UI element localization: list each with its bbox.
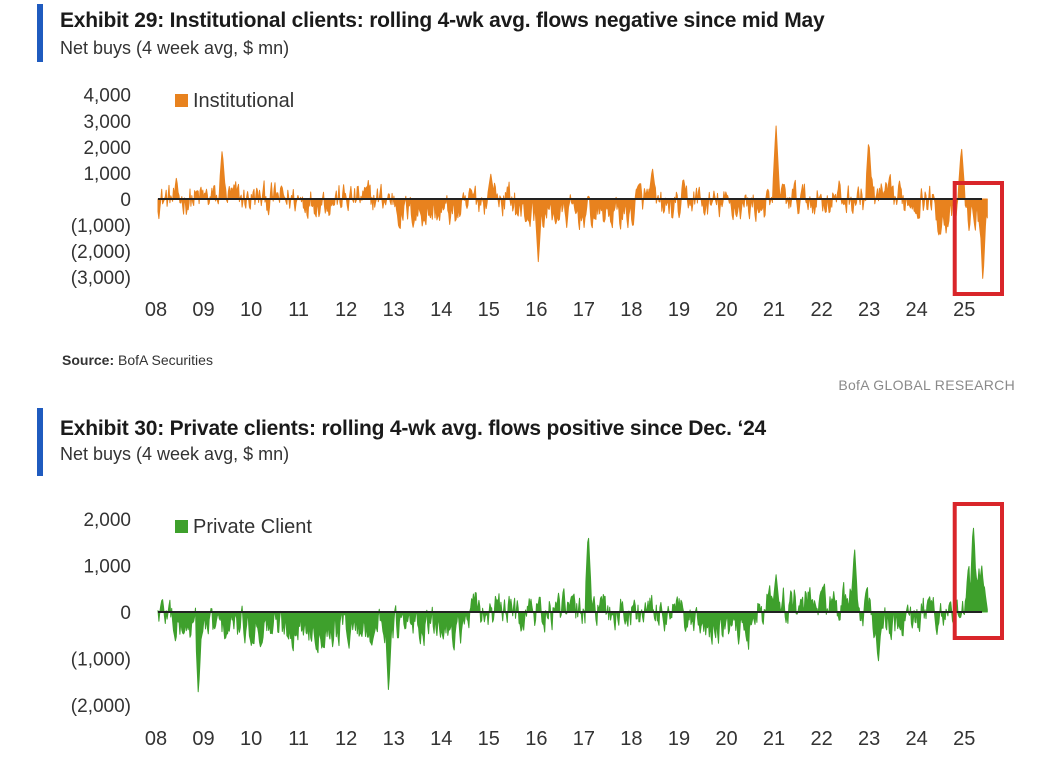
x-tick-label: 25 (953, 728, 975, 750)
x-tick-label: 10 (240, 728, 262, 750)
private-client-chart: 2,000 1,000 0 (1,000) (2,000) 08 09 10 11 12 13 14 1… (71, 502, 1004, 750)
source-text: BofA Securities (118, 352, 213, 368)
x-tick-label: 08 (145, 728, 167, 750)
y-tick-label: 0 (120, 190, 131, 211)
exhibit-30-title: Exhibit 30: Private clients: rolling 4-w… (60, 417, 767, 440)
x-tick-label: 23 (858, 299, 880, 321)
x-tick-label: 18 (620, 299, 642, 321)
series-area (157, 527, 988, 693)
y-tick-label: (3,000) (71, 268, 131, 289)
x-tick-label: 13 (383, 299, 405, 321)
x-tick-label: 20 (715, 728, 737, 750)
x-tick-label: 22 (810, 299, 832, 321)
exhibit-29-accent-bar (37, 4, 43, 62)
legend-label: Institutional (193, 90, 294, 112)
legend-label: Private Client (193, 516, 312, 538)
y-tick-label: 2,000 (83, 138, 131, 159)
exhibit-29-subtitle: Net buys (4 week avg, $ mn) (60, 38, 290, 58)
x-tick-label: 21 (763, 299, 785, 321)
x-tick-label: 23 (858, 728, 880, 750)
x-tick-label: 16 (525, 299, 547, 321)
x-tick-label: 08 (145, 299, 167, 321)
x-tick-label: 22 (810, 728, 832, 750)
x-tick-label: 19 (668, 728, 690, 750)
x-tick-label: 13 (383, 728, 405, 750)
x-tick-label: 14 (430, 728, 452, 750)
x-tick-label: 17 (573, 728, 595, 750)
y-tick-label: 2,000 (83, 510, 131, 531)
legend-swatch (175, 94, 188, 107)
x-tick-label: 12 (335, 728, 357, 750)
exhibit-29-title: Exhibit 29: Institutional clients: rolli… (60, 9, 825, 32)
y-tick-label: 3,000 (83, 112, 131, 133)
x-tick-label: 25 (953, 299, 975, 321)
x-tick-label: 12 (335, 299, 357, 321)
y-tick-label: (2,000) (71, 696, 131, 717)
highlight-box (952, 502, 1004, 640)
x-tick-label: 15 (478, 299, 500, 321)
x-tick-label: 18 (620, 728, 642, 750)
series-area (157, 125, 988, 279)
x-tick-label: 11 (288, 728, 309, 750)
y-tick-label: (1,000) (71, 216, 131, 237)
exhibit-30-accent-bar (37, 408, 43, 476)
institutional-chart: 4,000 3,000 2,000 1,000 0 (1,000) (2,000) (3,00… (71, 86, 1004, 321)
y-tick-label: 1,000 (83, 557, 131, 578)
x-tick-label: 20 (715, 299, 737, 321)
x-tick-label: 24 (906, 299, 928, 321)
x-tick-label: 24 (906, 728, 928, 750)
legend-swatch (175, 520, 188, 533)
y-tick-label: (1,000) (71, 650, 131, 671)
exhibit-30: Exhibit 30: Private clients: rolling 4-w… (0, 400, 1060, 771)
exhibit-30-subtitle: Net buys (4 week avg, $ mn) (60, 444, 290, 464)
x-tick-label: 11 (288, 299, 309, 321)
x-tick-label: 14 (430, 299, 452, 321)
x-tick-label: 15 (478, 728, 500, 750)
source-label: Source: (62, 352, 115, 368)
x-tick-label: 10 (240, 299, 262, 321)
exhibit-29: Exhibit 29: Institutional clients: rolli… (37, 4, 1015, 393)
x-tick-label: 19 (668, 299, 690, 321)
highlight-box (952, 181, 1004, 296)
y-tick-label: 0 (120, 603, 131, 624)
x-tick-label: 17 (573, 299, 595, 321)
x-tick-label: 09 (192, 728, 214, 750)
y-tick-label: (2,000) (71, 242, 131, 263)
x-tick-label: 09 (192, 299, 214, 321)
x-tick-label: 16 (525, 728, 547, 750)
x-tick-label: 21 (763, 728, 785, 750)
y-tick-label: 4,000 (83, 86, 131, 107)
source-line: Source: BofA Securities (62, 352, 213, 368)
y-tick-label: 1,000 (83, 164, 131, 185)
bofa-research-brand: BofA GLOBAL RESEARCH (838, 377, 1015, 393)
